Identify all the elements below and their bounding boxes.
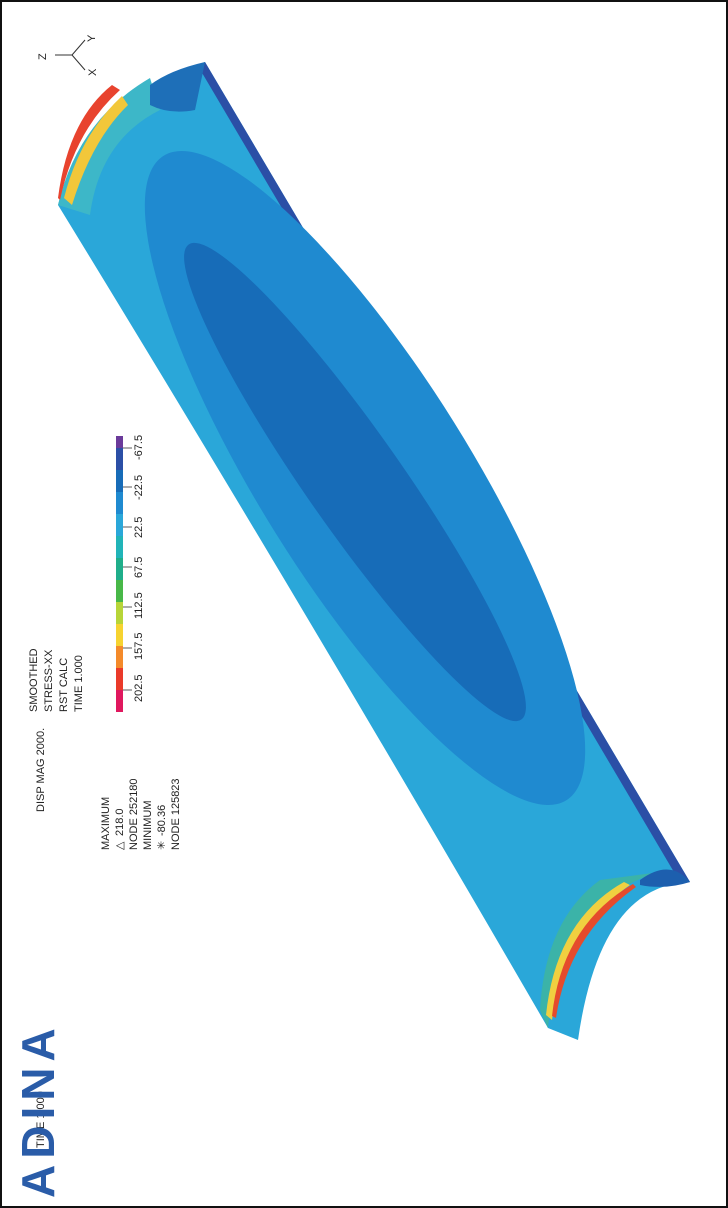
legend-label: 157.5 [133,632,145,660]
legend-label: 202.5 [133,674,145,702]
header-line: RST CALC [58,658,70,712]
color-band [116,448,123,470]
color-band [116,470,123,492]
min-node: NODE 125823 [170,778,182,850]
page: {"header": {"lines": ["SMOOTHED", "STRES… [0,0,728,1208]
color-band [116,558,123,580]
max-node: NODE 252180 [128,778,140,850]
min-symbol: ✳ [156,841,168,850]
legend-label: -67.5 [133,435,145,460]
color-band [116,536,123,558]
legend-label: -22.5 [133,475,145,500]
legend-label: 112.5 [133,592,145,619]
color-band [116,624,123,646]
max-value: 218.0 [114,808,126,836]
triad-label: Z [37,53,49,60]
max-symbol: △ [114,841,126,850]
color-band [116,492,123,514]
triad-label: Y [86,34,98,42]
header-line: TIME 1.000 [73,655,85,712]
header-line: STRESS-XX [43,649,55,712]
color-band [116,690,123,712]
header-line: SMOOTHED [28,648,40,712]
color-band [116,514,123,536]
disp-label: DISP MAG 2000. [35,728,47,812]
color-bar [116,436,123,712]
legend-label: 67.5 [133,557,145,578]
color-band [116,436,123,448]
triad-label: X [87,68,99,76]
color-band [116,602,123,624]
logo: ADINA [12,1022,64,1198]
min-title: MINIMUM [142,801,154,851]
color-band [116,646,123,668]
legend-label: 22.5 [133,517,145,538]
min-value: -80.36 [156,805,168,836]
screen: Z Y X SMOOTHED STRESS-XX RST CALC TIME 1… [0,0,728,1208]
max-title: MAXIMUM [100,797,112,850]
color-band [116,668,123,690]
color-band [116,580,123,602]
